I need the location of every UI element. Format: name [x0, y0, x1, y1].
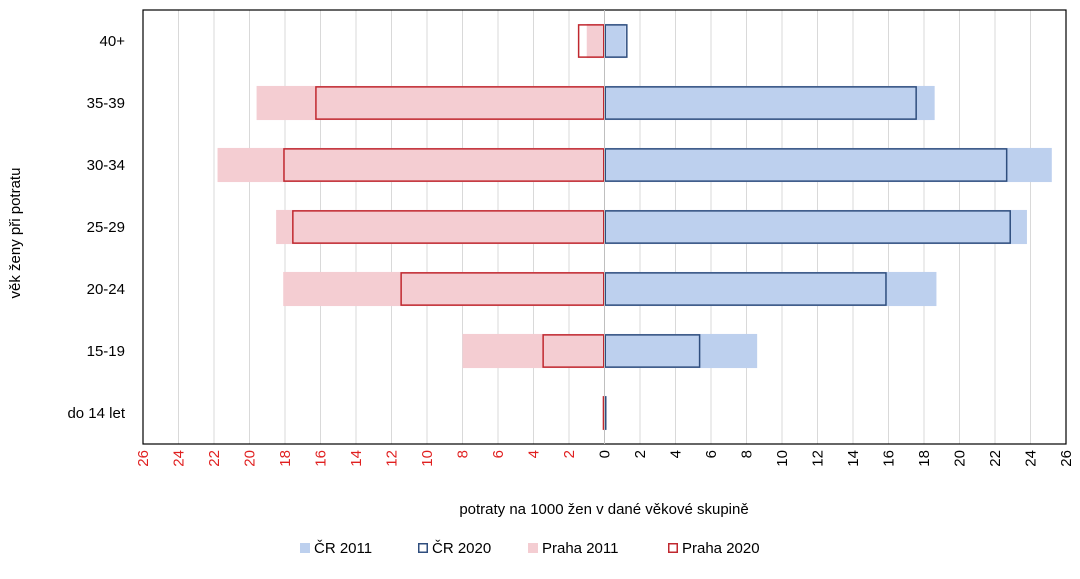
- bar-praha-2020: [602, 396, 605, 430]
- bar-cr-2011: [604, 85, 935, 121]
- x-tick-label: 8: [455, 450, 472, 458]
- x-tick-label: 4: [526, 450, 543, 458]
- bar-cr-2011: [604, 333, 758, 369]
- x-tick-label: 24: [1023, 450, 1040, 467]
- category-label: 35-39: [87, 95, 125, 112]
- legend-swatch: [668, 543, 678, 553]
- x-tick-label: 20: [242, 450, 259, 467]
- x-tick-label: 2: [632, 450, 649, 458]
- x-tick-label: 24: [171, 450, 188, 467]
- legend-label: ČR 2011: [314, 540, 372, 557]
- legend-swatch: [300, 543, 310, 553]
- bar-praha-2020: [292, 210, 605, 244]
- category-label: 30-34: [87, 157, 125, 174]
- y-axis-title: věk ženy při potratu: [7, 168, 24, 299]
- bar-cr-2020: [604, 86, 917, 120]
- x-tick-label: 10: [774, 450, 791, 467]
- bar-cr-2011: [604, 23, 626, 59]
- legend-label: ČR 2020: [432, 540, 491, 557]
- x-axis-title: potraty na 1000 žen v dané věkové skupin…: [459, 501, 748, 518]
- x-tick-label: 14: [348, 450, 365, 467]
- bar-praha-2011: [462, 333, 605, 369]
- legend-swatch: [418, 543, 428, 553]
- bar-praha-2011: [217, 147, 605, 183]
- bar-praha-2011: [256, 85, 605, 121]
- bar-praha-2020: [315, 86, 605, 120]
- bars: [217, 23, 1052, 431]
- category-label: do 14 let: [67, 405, 125, 422]
- x-tick-label: 2: [561, 450, 578, 458]
- bar-cr-2020: [604, 396, 607, 430]
- x-tick-label: 8: [739, 450, 756, 458]
- x-tick-label: 4: [668, 450, 685, 458]
- x-tick-label: 26: [135, 450, 152, 467]
- category-labels: do 14 let 15-19 20-24 25-29 30-34 35-39 40+: [67, 33, 125, 422]
- x-tick-label: 6: [490, 450, 507, 458]
- bar-cr-2020: [604, 334, 701, 368]
- x-tick-label: 22: [206, 450, 223, 467]
- bar-cr-2020: [604, 24, 628, 58]
- legend-label: Praha 2020: [682, 540, 760, 557]
- bar-praha-2011: [276, 209, 605, 245]
- x-tick-label: 12: [810, 450, 827, 467]
- x-tick-label: 26: [1058, 450, 1075, 467]
- x-tick-label: 18: [277, 450, 294, 467]
- bar-praha-2020: [577, 24, 605, 58]
- axes: [142, 9, 1067, 445]
- x-tick-label: 16: [313, 450, 330, 467]
- bar-praha-2011: [283, 271, 605, 307]
- x-tick-label: 22: [987, 450, 1004, 467]
- category-label: 40+: [100, 33, 126, 50]
- x-tick-label: 10: [419, 450, 436, 467]
- x-tick-labels: 26 24 22 20 18 16 14 12 10 8 6 4 2 0 2 4 6 8 10 12 14 16 18 20 2…: [135, 450, 1075, 467]
- x-tick-label: 14: [845, 450, 862, 467]
- x-tick-label: 6: [703, 450, 720, 458]
- bar-cr-2011: [604, 209, 1027, 245]
- category-label: 15-19: [87, 343, 125, 360]
- bar-cr-2011: [604, 147, 1052, 183]
- category-label: 25-29: [87, 219, 125, 236]
- bar-cr-2020: [604, 210, 1011, 244]
- legend-label: Praha 2011: [542, 540, 618, 557]
- bar-praha-2020: [400, 272, 605, 306]
- x-tick-label: 18: [916, 450, 933, 467]
- bar-cr-2011: [604, 271, 937, 307]
- bar-praha-2020: [542, 334, 605, 368]
- x-tick-label: 0: [597, 450, 614, 458]
- x-tick-label: 12: [384, 450, 401, 467]
- category-label: 20-24: [87, 281, 125, 298]
- bar-cr-2020: [604, 272, 887, 306]
- x-tick-label: 20: [952, 450, 969, 467]
- legend: ČR 2011 ČR 2020 Praha 2011 Praha 2020: [300, 540, 760, 557]
- x-tick-label: 16: [881, 450, 898, 467]
- legend-swatch: [528, 543, 538, 553]
- bar-cr-2020: [604, 148, 1008, 182]
- bar-praha-2011: [586, 23, 605, 59]
- bar-praha-2020: [283, 148, 605, 182]
